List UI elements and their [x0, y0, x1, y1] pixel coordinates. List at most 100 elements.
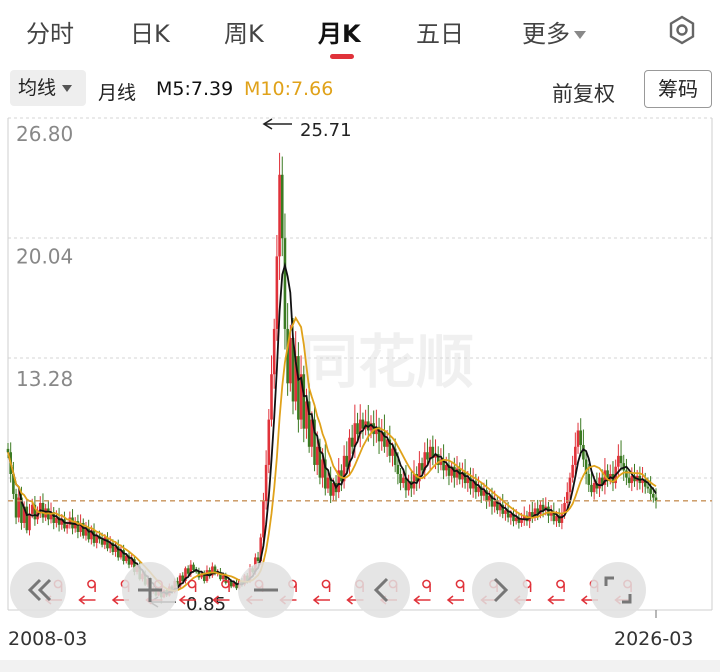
candle-body [294, 356, 298, 402]
zoom-out-button[interactable] [238, 562, 294, 618]
candle-body [213, 566, 217, 574]
candle-body [595, 483, 599, 489]
event-marker-arrowhead [346, 595, 353, 605]
candle-body [57, 517, 61, 525]
candle-body [280, 174, 284, 239]
candle-body [361, 419, 365, 429]
candle-body [38, 503, 42, 511]
candle-body [490, 495, 494, 507]
candle-body [310, 419, 314, 447]
candle-body [130, 559, 133, 565]
max-price-label: 25.71 [300, 120, 352, 141]
event-marker-arrowhead [111, 595, 119, 605]
candle-body [471, 481, 475, 489]
candle-body [348, 437, 351, 467]
candle-body [396, 464, 400, 474]
tab-intraday[interactable]: 分时 [26, 20, 74, 48]
event-marker-arrowhead [212, 595, 219, 605]
candle-body [549, 512, 553, 516]
kline-chart[interactable]: 同花顺 26.80 20.04 13.28 25.71 0.85 [0, 116, 720, 618]
m10-value: M10:7.66 [244, 78, 334, 100]
scroll-right-button[interactable] [472, 562, 528, 618]
candle-body [391, 448, 394, 456]
candle-body [646, 486, 650, 489]
candle-body [22, 506, 26, 523]
candle-body [6, 448, 10, 453]
candle-body [404, 477, 408, 491]
candle-body [337, 470, 341, 493]
candle-body [393, 448, 397, 465]
candle-body [625, 470, 628, 478]
candle-body [455, 468, 459, 478]
candle-body [385, 439, 389, 447]
candle-body [442, 459, 445, 471]
candle-body [119, 550, 123, 558]
scroll-left-button[interactable] [354, 562, 410, 618]
candle-body [587, 473, 591, 485]
candle-body [25, 506, 29, 531]
candle-body [506, 510, 510, 518]
candle-body [307, 401, 311, 447]
max-price-marker: 25.71 [262, 118, 352, 141]
candle-body [291, 337, 295, 402]
event-marker-dot [321, 579, 331, 589]
tab-five-day[interactable]: 五日 [416, 20, 464, 48]
candle-body [184, 568, 187, 581]
event-marker-arrowhead [78, 595, 85, 605]
candle-body [106, 537, 109, 549]
x-end-date: 2026-03 [614, 628, 694, 650]
watermark: 同花顺 [300, 328, 474, 396]
chevron-left-icon [373, 577, 389, 603]
candle-body [477, 486, 480, 493]
zoom-out-far-button[interactable] [10, 562, 66, 618]
event-marker-dot [455, 579, 465, 589]
candle-body [302, 374, 306, 429]
candle-body [305, 401, 308, 429]
price-adjust-button[interactable]: 前复权 [552, 82, 615, 106]
candle-body [358, 419, 362, 435]
candle-body [603, 470, 607, 485]
candle-body [520, 519, 523, 523]
candle-body [517, 517, 521, 523]
candle-body [90, 530, 93, 540]
candle-body [630, 475, 634, 484]
ma-type-select[interactable]: 均线 [10, 70, 86, 106]
candle-body [557, 515, 561, 523]
candle-body [229, 580, 233, 587]
candle-body [654, 497, 658, 501]
event-marker-arrowhead [178, 595, 186, 605]
zoom-in-button[interactable] [122, 562, 178, 618]
tab-monthly-k[interactable]: 月K [318, 20, 361, 48]
candle-body [114, 546, 117, 552]
chip-distribution-button[interactable]: 筹码 [644, 70, 712, 108]
event-marker-arrowhead [580, 595, 588, 605]
candle-body [259, 537, 263, 562]
candle-body [574, 446, 577, 465]
candle-body [122, 550, 125, 562]
candle-body [463, 472, 467, 484]
candle-body [262, 501, 265, 538]
tab-daily-k[interactable]: 日K [130, 20, 170, 48]
fullscreen-button[interactable] [590, 562, 646, 618]
candle-body [345, 455, 349, 467]
candle-body [598, 477, 601, 489]
candle-body [81, 522, 85, 536]
candle-body [270, 374, 273, 420]
tab-weekly-k[interactable]: 周K [224, 20, 264, 48]
fullscreen-icon [604, 576, 632, 604]
candle-body [512, 513, 515, 522]
candle-body [369, 423, 373, 431]
settings-hexagon-icon[interactable] [666, 14, 698, 46]
candle-body [584, 459, 588, 474]
event-marker-arrowhead [547, 595, 554, 605]
candle-body [286, 328, 289, 384]
candle-body [49, 512, 53, 520]
candle-body [33, 504, 37, 520]
candle-body [283, 238, 287, 329]
candle-body [617, 455, 620, 467]
candle-body [493, 501, 496, 507]
candle-body [504, 510, 507, 514]
candle-body [60, 519, 64, 525]
tab-more[interactable]: 更多 [522, 14, 586, 49]
candle-body [289, 337, 292, 384]
